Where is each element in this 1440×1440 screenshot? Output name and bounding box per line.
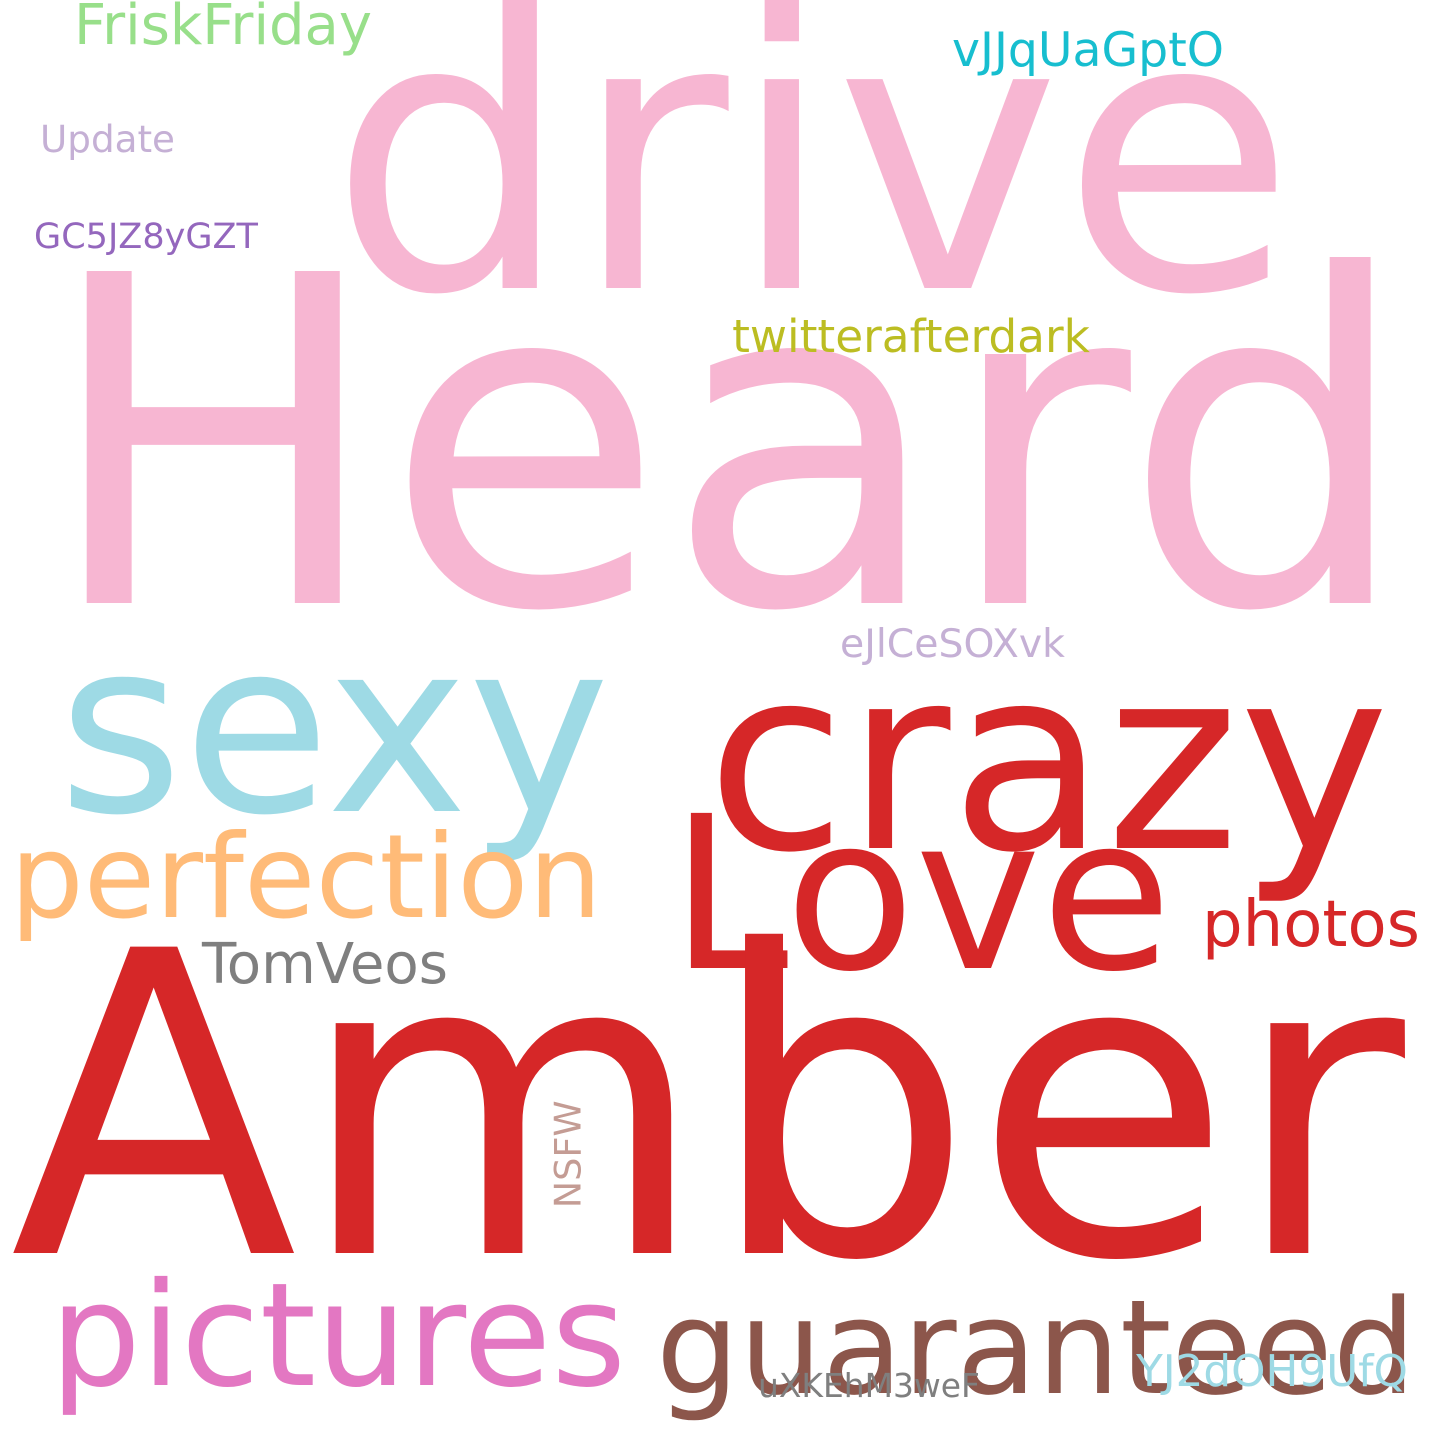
word-tomveos: TomVeos: [202, 931, 448, 997]
word-vjjquagpto: vJJqUaGptO: [952, 23, 1224, 79]
word-crazy: crazy: [706, 612, 1390, 909]
word-update: Update: [40, 117, 175, 162]
word-drive: drive: [329, 0, 1296, 379]
word-ejlcesoxvk: eJlCeSOXvk: [840, 621, 1065, 668]
word-guaranteed: guaranteed: [656, 1271, 1416, 1425]
word-uxkehm3wef: uXKEhM3weF: [758, 1365, 980, 1405]
word-heard: Heard: [42, 181, 1412, 712]
word-gc5jz8ygzt: GC5JZ8yGZT: [34, 216, 258, 258]
word-amber: Amber: [10, 863, 1405, 1353]
word-twitterafterdark: twitterafterdark: [732, 310, 1090, 364]
word-perfection: perfection: [10, 809, 602, 945]
word-pictures: pictures: [49, 1252, 627, 1420]
word-nsfw: NSFW: [546, 1100, 590, 1208]
word-yj2doh9ufq: YJ2dOH9UfQ: [1136, 1346, 1408, 1398]
word-photos: photos: [1202, 887, 1420, 962]
word-love: Love: [670, 770, 1172, 1019]
word-friskfriday: FriskFriday: [74, 0, 372, 59]
word-sexy: sexy: [58, 588, 610, 869]
